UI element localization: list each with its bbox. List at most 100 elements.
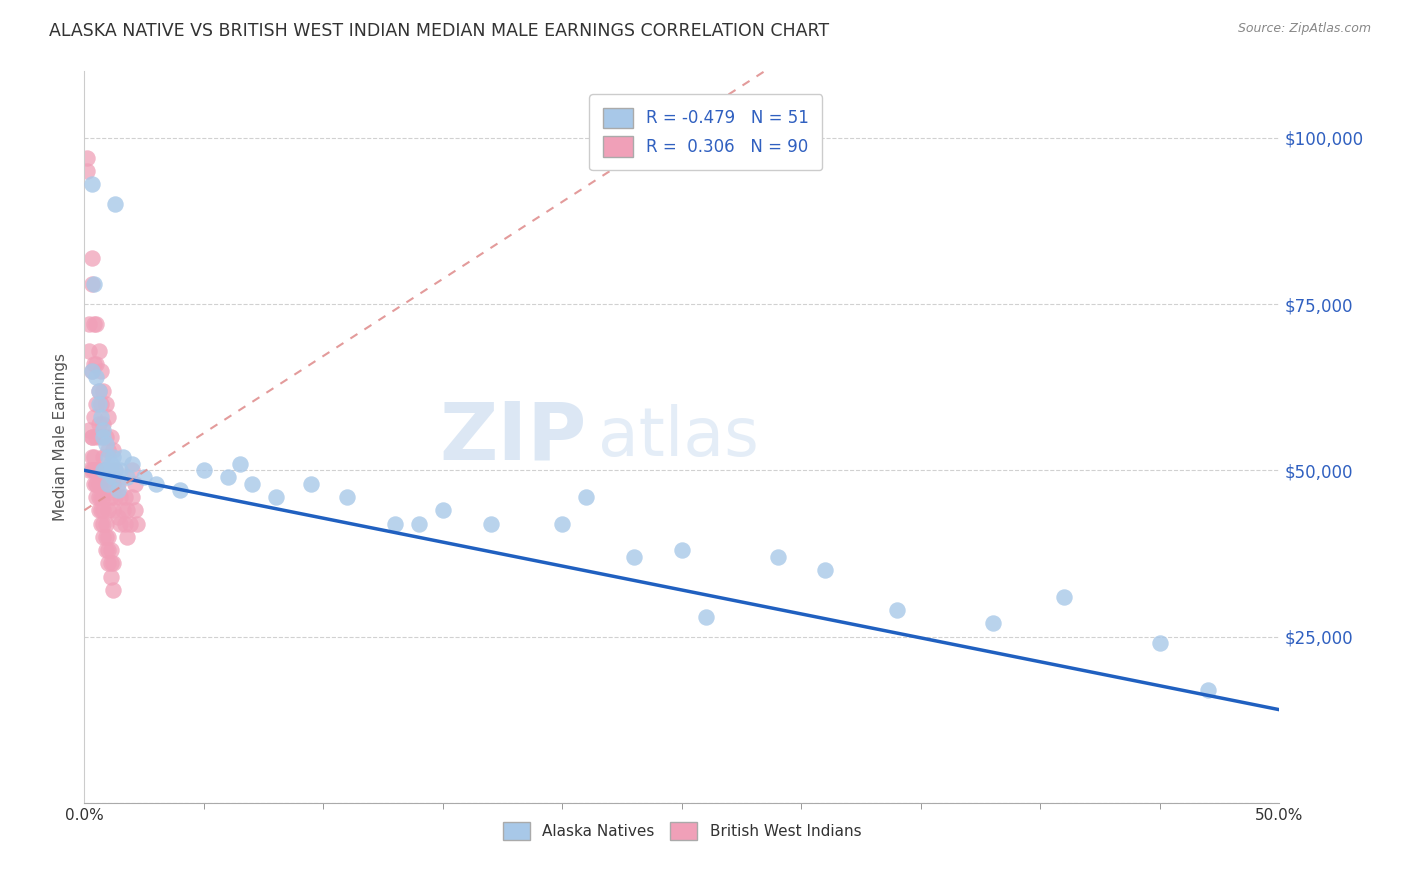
Point — [83, 410, 105, 425]
Point — [80, 178, 103, 192]
Point — [87, 384, 110, 398]
Point — [100, 457, 122, 471]
Point — [94, 530, 117, 544]
Point — [86, 370, 108, 384]
Point — [101, 450, 124, 464]
Point — [80, 277, 103, 292]
Point — [97, 443, 120, 458]
Point — [117, 470, 139, 484]
Point — [77, 424, 100, 438]
Point — [86, 463, 108, 477]
Point — [575, 490, 598, 504]
Point — [193, 463, 215, 477]
Point — [336, 490, 359, 504]
Text: Source: ZipAtlas.com: Source: ZipAtlas.com — [1237, 22, 1371, 36]
Y-axis label: Median Male Earnings: Median Male Earnings — [53, 353, 69, 521]
Point — [80, 430, 103, 444]
Point — [90, 476, 112, 491]
Point — [100, 490, 122, 504]
Point — [86, 430, 108, 444]
Point — [107, 483, 129, 498]
Point — [93, 503, 115, 517]
Point — [104, 197, 127, 211]
Point — [671, 543, 693, 558]
Point — [93, 384, 115, 398]
Point — [80, 251, 103, 265]
Point — [76, 164, 98, 178]
Point — [117, 503, 139, 517]
Point — [97, 503, 120, 517]
Point — [93, 516, 115, 531]
Point — [86, 357, 108, 371]
Point — [87, 384, 110, 398]
Point — [97, 476, 120, 491]
Point — [124, 503, 146, 517]
Point — [93, 463, 115, 477]
Point — [100, 543, 122, 558]
Point — [479, 516, 502, 531]
Point — [121, 463, 143, 477]
Point — [94, 463, 117, 477]
Point — [814, 563, 837, 577]
Point — [101, 503, 124, 517]
Point — [87, 343, 110, 358]
Point — [90, 516, 112, 531]
Point — [94, 430, 117, 444]
Point — [77, 317, 100, 331]
Point — [80, 363, 103, 377]
Point — [100, 430, 122, 444]
Point — [77, 463, 100, 477]
Point — [111, 503, 134, 517]
Legend: Alaska Natives, British West Indians: Alaska Natives, British West Indians — [496, 815, 868, 847]
Point — [97, 450, 120, 464]
Point — [83, 357, 105, 371]
Point — [118, 516, 141, 531]
Point — [886, 603, 908, 617]
Point — [101, 470, 124, 484]
Point — [86, 490, 108, 504]
Point — [240, 476, 263, 491]
Point — [384, 516, 406, 531]
Point — [110, 516, 132, 531]
Point — [301, 476, 323, 491]
Point — [551, 516, 574, 531]
Point — [80, 430, 103, 444]
Point — [1149, 636, 1171, 650]
Point — [94, 436, 117, 450]
Point — [94, 543, 117, 558]
Point — [83, 476, 105, 491]
Point — [100, 570, 122, 584]
Point — [766, 549, 789, 564]
Point — [94, 516, 117, 531]
Point — [83, 450, 105, 464]
Point — [114, 516, 136, 531]
Point — [90, 503, 112, 517]
Point — [86, 476, 108, 491]
Point — [100, 557, 122, 571]
Text: atlas: atlas — [599, 404, 759, 470]
Point — [125, 516, 148, 531]
Point — [104, 463, 127, 477]
Point — [132, 470, 156, 484]
Point — [101, 557, 124, 571]
Point — [114, 490, 136, 504]
Point — [107, 476, 129, 491]
Point — [90, 363, 112, 377]
Point — [90, 397, 112, 411]
Point — [94, 463, 117, 477]
Point — [100, 463, 122, 477]
Point — [93, 490, 115, 504]
Point — [408, 516, 430, 531]
Point — [94, 397, 117, 411]
Point — [101, 582, 124, 597]
Point — [981, 616, 1004, 631]
Point — [121, 490, 143, 504]
Point — [90, 430, 112, 444]
Point — [80, 450, 103, 464]
Point — [93, 430, 115, 444]
Point — [93, 417, 115, 431]
Point — [87, 503, 110, 517]
Point — [83, 277, 105, 292]
Point — [76, 151, 98, 165]
Point — [86, 476, 108, 491]
